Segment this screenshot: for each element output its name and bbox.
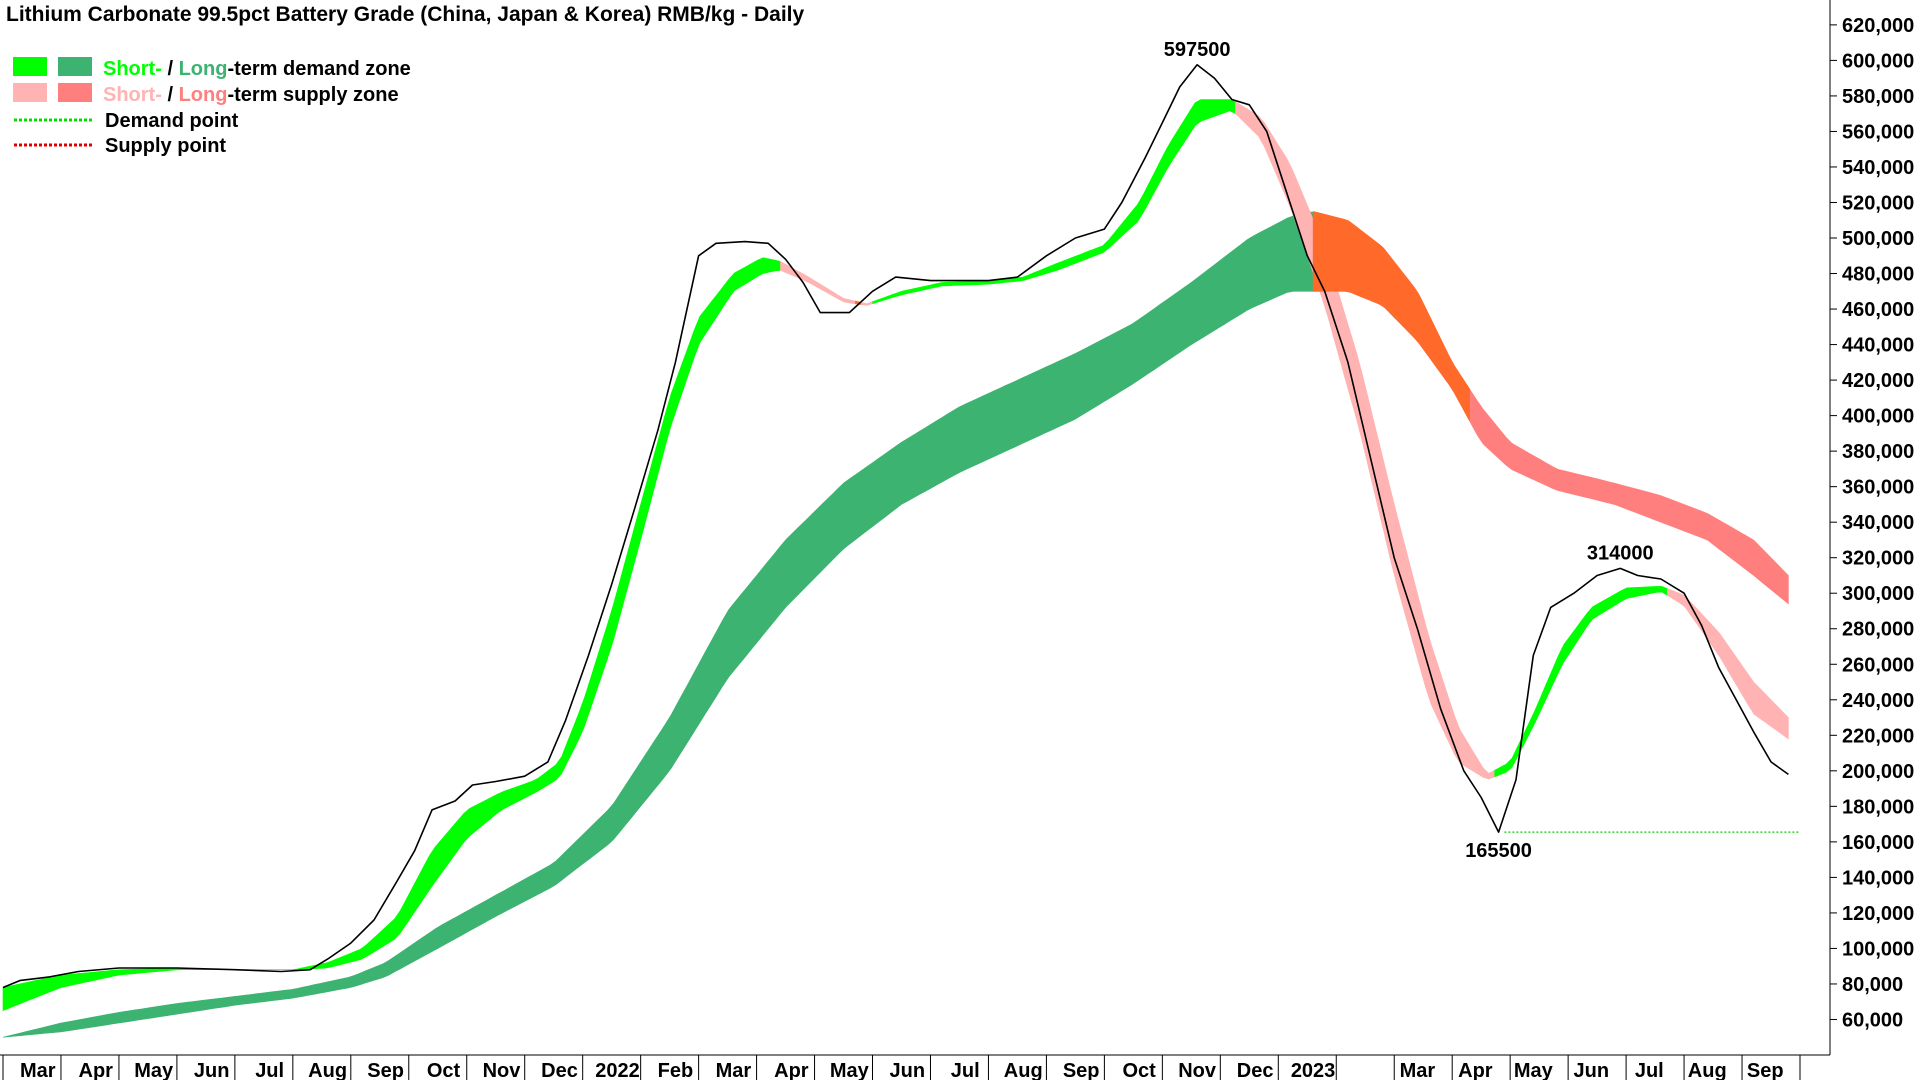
chart-title: Lithium Carbonate 99.5pct Battery Grade … xyxy=(6,3,804,26)
legend-label-3-part-0: Supply point xyxy=(105,135,226,157)
y-tick-label-17: 400,000 xyxy=(1842,406,1914,428)
annotation-0: 597500 xyxy=(1164,39,1231,61)
long-term-transition xyxy=(1312,211,1470,422)
x-tick-label-11: Feb xyxy=(658,1060,694,1080)
x-tick-label-25: May xyxy=(1514,1060,1554,1080)
y-tick-label-9: 240,000 xyxy=(1842,690,1914,712)
y-tick-label-22: 500,000 xyxy=(1842,228,1914,250)
y-tick-label-18: 420,000 xyxy=(1842,370,1914,392)
y-tick-label-5: 160,000 xyxy=(1842,832,1914,854)
x-tick-label-27: Jul xyxy=(1635,1060,1664,1080)
legend-label-0-part-0: Short- xyxy=(103,58,162,80)
y-tick-label-13: 320,000 xyxy=(1842,548,1914,570)
legend-label-3: Supply point xyxy=(105,135,226,157)
x-tick-label-19: Oct xyxy=(1122,1060,1156,1080)
x-tick-label-12: Mar xyxy=(716,1060,752,1080)
y-tick-label-23: 520,000 xyxy=(1842,192,1914,214)
x-tick-label-18: Sep xyxy=(1063,1060,1100,1080)
y-tick-label-0: 60,000 xyxy=(1842,1009,1903,1031)
y-tick-label-1: 80,000 xyxy=(1842,974,1903,996)
x-tick-label-6: Sep xyxy=(367,1060,404,1080)
x-tick-label-24: Apr xyxy=(1458,1060,1493,1080)
legend-swatch-short-1 xyxy=(13,83,47,102)
legend-label-2-part-0: Demand point xyxy=(105,110,239,132)
y-tick-label-27: 600,000 xyxy=(1842,50,1914,72)
legend-label-0-part-2: Long xyxy=(179,58,228,80)
legend-label-1: Short- / Long-term supply zone xyxy=(103,84,399,106)
annotation-layer: 597500 314000 165500 xyxy=(1164,39,1654,862)
y-tick-label-16: 380,000 xyxy=(1842,441,1914,463)
x-tick-label-26: Jun xyxy=(1574,1060,1610,1080)
x-tick-label-2: May xyxy=(134,1060,174,1080)
x-tick-label-9: Dec xyxy=(541,1060,578,1080)
y-tick-label-10: 260,000 xyxy=(1842,654,1914,676)
long-term-band-segment-1 xyxy=(1321,213,1789,605)
x-tick-label-1: Apr xyxy=(79,1060,114,1080)
x-tick-label-22: 2023 xyxy=(1291,1060,1336,1080)
x-tick-label-28: Aug xyxy=(1688,1060,1727,1080)
y-tick-label-28: 620,000 xyxy=(1842,15,1914,37)
x-tick-label-7: Oct xyxy=(427,1060,461,1080)
legend-label-0-part-1: / xyxy=(162,58,179,80)
y-tick-label-24: 540,000 xyxy=(1842,157,1914,179)
legend-label-2: Demand point xyxy=(105,110,239,132)
x-tick-label-5: Aug xyxy=(308,1060,347,1080)
y-tick-label-11: 280,000 xyxy=(1842,619,1914,641)
y-tick-label-14: 340,000 xyxy=(1842,512,1914,534)
legend-label-1-part-3: -term supply zone xyxy=(227,84,398,106)
legend-label-1-part-2: Long xyxy=(179,84,228,106)
y-tick-label-26: 580,000 xyxy=(1842,86,1914,108)
legend-label-1-part-0: Short- xyxy=(103,84,162,106)
x-tick-label-17: Aug xyxy=(1004,1060,1043,1080)
x-tick-label-16: Jul xyxy=(951,1060,980,1080)
legend-swatch-long-0 xyxy=(58,57,92,76)
x-tick-label-10: 2022 xyxy=(595,1060,640,1080)
legend-swatch-long-1 xyxy=(58,83,92,102)
short-term-band-segment-7 xyxy=(1667,588,1789,740)
y-tick-label-6: 180,000 xyxy=(1842,796,1914,818)
x-tick-label-23: Mar xyxy=(1400,1060,1436,1080)
x-tick-label-4: Jul xyxy=(255,1060,284,1080)
price-line xyxy=(2,64,1789,989)
annotation-1: 314000 xyxy=(1587,542,1654,564)
zones-layer xyxy=(2,99,1800,1038)
x-tick-label-0: Mar xyxy=(20,1060,56,1080)
x-tick-label-14: May xyxy=(830,1060,870,1080)
y-tick-label-3: 120,000 xyxy=(1842,903,1914,925)
y-tick-label-15: 360,000 xyxy=(1842,477,1914,499)
y-tick-label-20: 460,000 xyxy=(1842,299,1914,321)
price-layer xyxy=(2,64,1789,989)
y-tick-label-4: 140,000 xyxy=(1842,867,1914,889)
legend-label-1-part-1: / xyxy=(162,84,179,106)
y-tick-label-25: 560,000 xyxy=(1842,121,1914,143)
annotation-2: 165500 xyxy=(1465,840,1532,862)
legend-label-0-part-3: -term demand zone xyxy=(227,58,410,80)
legend-swatch-short-0 xyxy=(13,57,47,76)
x-tick-label-8: Nov xyxy=(483,1060,522,1080)
y-tick-label-7: 200,000 xyxy=(1842,761,1914,783)
x-tick-label-3: Jun xyxy=(194,1060,230,1080)
x-tick-label-29: Sep xyxy=(1747,1060,1784,1080)
x-tick-label-13: Apr xyxy=(774,1060,809,1080)
x-tick-label-15: Jun xyxy=(890,1060,926,1080)
x-tick-label-21: Dec xyxy=(1237,1060,1274,1080)
legend-label-0: Short- / Long-term demand zone xyxy=(103,58,411,80)
y-tick-label-12: 300,000 xyxy=(1842,583,1914,605)
x-tick-label-20: Nov xyxy=(1178,1060,1217,1080)
y-tick-label-19: 440,000 xyxy=(1842,335,1914,357)
y-tick-label-2: 100,000 xyxy=(1842,938,1914,960)
y-tick-label-8: 220,000 xyxy=(1842,725,1914,747)
y-tick-label-21: 480,000 xyxy=(1842,264,1914,286)
